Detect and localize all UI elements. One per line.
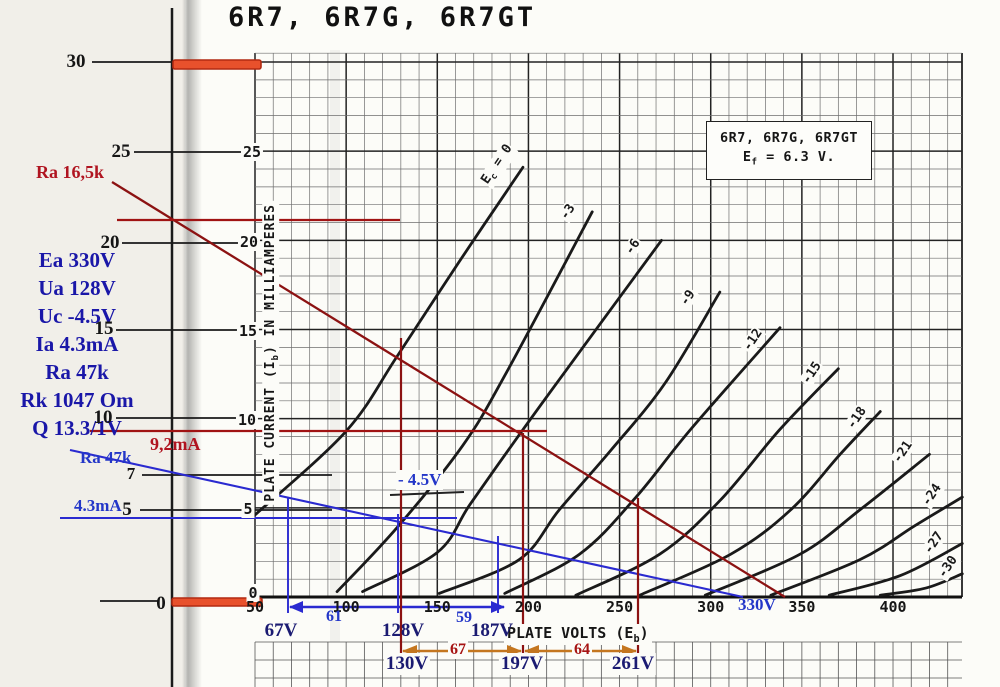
red-load-resistance-label: Ra 16,5k bbox=[36, 162, 105, 182]
y-axis-tick-label: 15 bbox=[236, 322, 260, 340]
y-axis-outer-label: 0 bbox=[156, 593, 166, 614]
blue-swing-voltage-label: 187V bbox=[470, 620, 514, 641]
y-axis-outer-label: 30 bbox=[66, 51, 86, 72]
y-axis-outer-label: 10 bbox=[93, 407, 113, 428]
parameter-line: Rk 1047 Om bbox=[20, 388, 134, 412]
plate-curve-Ec-21 bbox=[703, 452, 931, 597]
supply-voltage-label: 330V bbox=[738, 595, 776, 614]
x-axis-tick-label: 300 bbox=[697, 598, 725, 616]
red-swing-span-label: 67 bbox=[448, 641, 468, 659]
x-axis-tick-label: 50 bbox=[245, 598, 265, 616]
y-axis-outer-label: 25 bbox=[111, 141, 131, 162]
parameter-line: Uc -4.5V bbox=[37, 304, 117, 328]
blue-swing-span-label: 61 bbox=[326, 608, 342, 625]
orange-highlight-bar bbox=[171, 597, 263, 607]
x-axis-tick-label: 150 bbox=[423, 598, 451, 616]
page-title: 6R7, 6R7G, 6R7GT bbox=[228, 2, 537, 33]
inset-legend-box: 6R7, 6R7G, 6R7GT Ef = 6.3 V. bbox=[706, 121, 872, 180]
x-axis-title: PLATE VOLTS (Eb) bbox=[504, 624, 652, 645]
plate-curve-Ec-3 bbox=[335, 210, 594, 594]
operating-point-parameters: Ea 330V Ua 128V Uc -4.5V Ia 4.3mA Ra 47k Rk 1… bbox=[0, 246, 154, 442]
plate-curve-Ec-30 bbox=[878, 572, 964, 597]
legend-tube-types: 6R7, 6R7G, 6R7GT bbox=[719, 130, 859, 146]
y-axis-tick-label: 5 bbox=[241, 500, 255, 518]
plate-curve-Ec-24 bbox=[769, 495, 964, 597]
y-axis-tick-label: 20 bbox=[237, 233, 261, 251]
parameter-line: Ia 4.3mA bbox=[35, 332, 119, 356]
blue-current-label: 4.3mA bbox=[74, 496, 122, 515]
grid-bias-label: - 4.5V bbox=[396, 470, 444, 490]
y-axis-outer-label: 7 bbox=[126, 464, 136, 483]
plate-curve-Ec-9 bbox=[437, 290, 722, 595]
red-load-line-16k5 bbox=[111, 181, 786, 598]
blue-swing-voltage-label: 67V bbox=[264, 620, 298, 641]
plate-curve-Ec-15 bbox=[574, 367, 840, 597]
red-current-label: 9,2mA bbox=[150, 434, 201, 454]
y-axis-tick-label: 25 bbox=[240, 143, 264, 161]
red-swing-voltage-label: 197V bbox=[498, 653, 546, 675]
parameter-line: Ua 128V bbox=[38, 276, 116, 300]
y-axis-outer-label: 5 bbox=[122, 499, 132, 520]
x-axis-tick-label: 350 bbox=[788, 598, 816, 616]
y-axis-outer-label: 15 bbox=[94, 318, 114, 339]
scanned-paper bbox=[185, 0, 1000, 687]
y-axis-outer-label: 20 bbox=[100, 232, 120, 253]
blue-swing-span-label: 59 bbox=[456, 609, 472, 626]
red-swing-voltage-label: 261V bbox=[609, 653, 657, 675]
orange-highlight-bar bbox=[172, 59, 262, 70]
y-axis-tick-label: 10 bbox=[235, 411, 259, 429]
plate-curve-Ec-18 bbox=[638, 410, 882, 597]
legend-filament-voltage: Ef = 6.3 V. bbox=[742, 149, 836, 168]
red-swing-voltage-label: 130V bbox=[383, 653, 431, 675]
scan-edge-shadow bbox=[182, 0, 202, 687]
x-axis-tick-label: 250 bbox=[606, 598, 634, 616]
plate-curve-Ec0 bbox=[253, 165, 525, 517]
y-axis-tick-label: 0 bbox=[246, 584, 260, 602]
plate-curve-Ec-6 bbox=[361, 238, 663, 594]
blue-swing-voltage-label: 128V bbox=[381, 620, 425, 641]
y-axis-title: PLATE CURRENT (Ib) IN MILLIAMPERES bbox=[262, 143, 281, 563]
parameter-line: Ea 330V bbox=[38, 248, 116, 272]
plate-curve-Ec-27 bbox=[827, 542, 964, 597]
x-axis-tick-label: 400 bbox=[879, 598, 907, 616]
x-axis-tick-label: 200 bbox=[514, 598, 542, 616]
paper-fold-shadow bbox=[330, 50, 340, 642]
blue-load-line-47k bbox=[69, 448, 744, 599]
plate-curve-Ec-12 bbox=[503, 326, 782, 595]
blue-load-resistance-label: Ra 47k bbox=[80, 448, 132, 467]
x-axis-tick-label: 100 bbox=[332, 598, 360, 616]
parameter-line: Ra 47k bbox=[45, 360, 109, 384]
parameter-line: Q 13.3/1V bbox=[32, 416, 122, 440]
red-swing-span-label: 64 bbox=[572, 641, 592, 659]
